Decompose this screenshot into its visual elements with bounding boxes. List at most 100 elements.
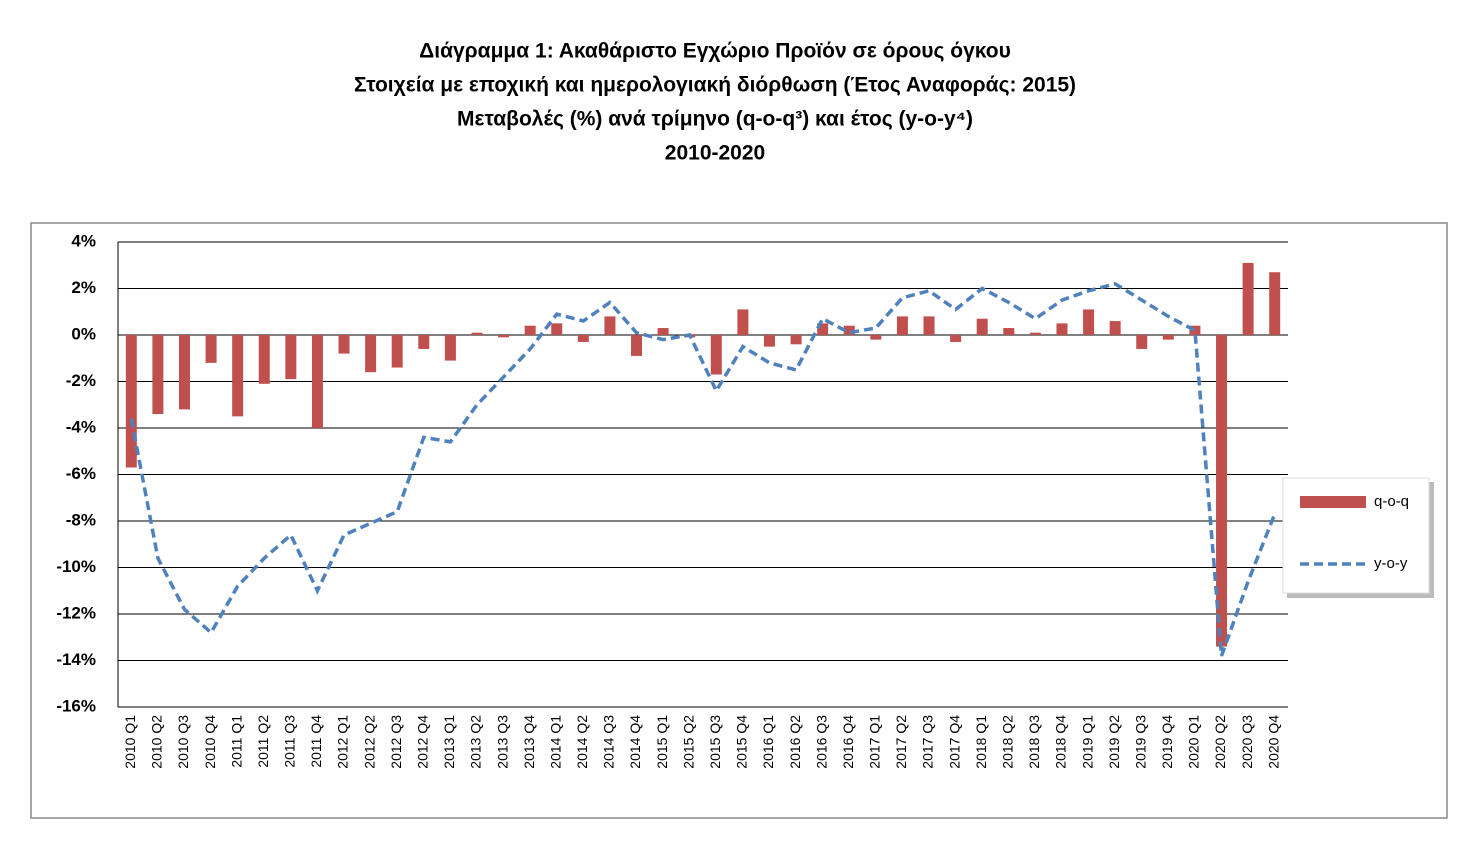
bar <box>1189 325 1201 335</box>
x-tick-label: 2017 Q4 <box>946 715 962 769</box>
bar <box>763 335 775 347</box>
y-tick-label: -10% <box>56 557 96 576</box>
bar <box>950 335 962 342</box>
x-tick-label: 2017 Q2 <box>893 715 909 769</box>
bar <box>657 328 669 335</box>
x-tick-label: 2016 Q3 <box>813 715 829 769</box>
y-tick-label: 4% <box>71 231 96 250</box>
bar <box>976 318 988 335</box>
x-tick-label: 2018 Q4 <box>1053 715 1069 769</box>
bar <box>817 323 829 335</box>
chart-title: 2010-2020 <box>665 142 765 165</box>
x-tick-label: 2019 Q4 <box>1159 715 1175 769</box>
bar <box>1162 335 1174 340</box>
bar <box>1242 262 1254 335</box>
bar <box>232 335 244 417</box>
x-tick-label: 2010 Q3 <box>175 715 191 769</box>
x-tick-label: 2015 Q1 <box>654 715 670 769</box>
x-tick-label: 2016 Q1 <box>760 715 776 769</box>
x-tick-label: 2011 Q1 <box>228 715 244 768</box>
bar <box>1056 323 1068 335</box>
bar <box>338 335 350 354</box>
bar <box>843 325 855 335</box>
bar <box>923 316 935 335</box>
chart-title: Στοιχεία με εποχική και ημερολογιακή διό… <box>354 74 1076 97</box>
x-tick-label: 2014 Q3 <box>601 715 617 769</box>
bar <box>790 335 802 345</box>
x-tick-label: 2015 Q4 <box>734 715 750 769</box>
x-tick-label: 2016 Q4 <box>840 715 856 769</box>
x-tick-label: 2019 Q3 <box>1132 715 1148 769</box>
bar <box>205 335 217 363</box>
x-tick-label: 2020 Q3 <box>1239 715 1255 769</box>
y-tick-label: 0% <box>71 324 96 343</box>
bar <box>710 335 722 375</box>
y-tick-label: -4% <box>66 417 96 436</box>
bar <box>1269 272 1281 335</box>
x-tick-label: 2015 Q2 <box>680 715 696 769</box>
y-tick-label: -2% <box>66 371 96 390</box>
x-tick-label: 2018 Q1 <box>973 715 989 769</box>
bar <box>285 335 297 380</box>
x-tick-label: 2010 Q2 <box>149 715 165 769</box>
y-tick-label: -16% <box>56 696 96 715</box>
x-tick-label: 2011 Q3 <box>282 715 298 768</box>
x-tick-label: 2014 Q4 <box>627 715 643 769</box>
bar <box>418 335 430 349</box>
y-tick-label: -14% <box>56 650 96 669</box>
bar <box>524 325 536 335</box>
bar <box>498 335 510 338</box>
x-tick-label: 2017 Q3 <box>920 715 936 769</box>
bar <box>896 316 908 335</box>
x-tick-label: 2013 Q2 <box>468 715 484 769</box>
x-tick-label: 2012 Q4 <box>414 715 430 769</box>
bar <box>444 335 456 361</box>
bar <box>1083 309 1095 335</box>
y-tick-label: -12% <box>56 603 96 622</box>
x-tick-label: 2014 Q1 <box>547 715 563 769</box>
x-tick-label: 2016 Q2 <box>787 715 803 769</box>
line <box>129 282 1277 657</box>
bar <box>737 309 749 335</box>
bar <box>391 335 403 368</box>
chart-title: Διάγραμμα 1: Ακαθάριστο Εγχώριο Προϊόν σ… <box>419 40 1011 63</box>
legend-swatch <box>1300 496 1366 508</box>
y-tick-label: -6% <box>66 464 96 483</box>
x-tick-label: 2013 Q1 <box>441 715 457 769</box>
bar <box>551 323 563 335</box>
x-tick-label: 2017 Q1 <box>867 715 883 769</box>
bar <box>631 335 643 356</box>
bar <box>365 335 377 373</box>
legend-label: y-o-y <box>1374 555 1408 572</box>
x-tick-label: 2010 Q1 <box>122 715 138 769</box>
bar <box>311 335 323 428</box>
x-tick-label: 2011 Q2 <box>255 715 271 768</box>
bar <box>258 335 270 384</box>
x-tick-label: 2019 Q1 <box>1079 715 1095 769</box>
legend-label: q-o-q <box>1374 493 1409 510</box>
x-tick-label: 2015 Q3 <box>707 715 723 769</box>
x-tick-label: 2018 Q3 <box>1026 715 1042 769</box>
x-tick-label: 2013 Q3 <box>494 715 510 769</box>
bar <box>471 332 483 335</box>
x-tick-label: 2019 Q2 <box>1106 715 1122 769</box>
bar <box>1029 332 1041 335</box>
x-tick-label: 2011 Q4 <box>308 715 324 768</box>
x-tick-label: 2010 Q4 <box>202 715 218 769</box>
x-tick-label: 2014 Q2 <box>574 715 590 769</box>
bar <box>870 335 882 340</box>
y-tick-label: 2% <box>71 278 96 297</box>
x-tick-label: 2020 Q1 <box>1186 715 1202 769</box>
x-tick-label: 2013 Q4 <box>521 715 537 769</box>
bar <box>577 335 589 342</box>
y-tick-label: -8% <box>66 510 96 529</box>
x-tick-label: 2020 Q4 <box>1265 715 1281 769</box>
bar <box>1003 328 1015 335</box>
chart-title: Μεταβολές (%) ανά τρίμηνο (q-o-q³) και έ… <box>457 108 973 131</box>
bar <box>1109 321 1121 335</box>
bar <box>1216 335 1228 647</box>
bar <box>178 335 190 410</box>
x-tick-label: 2012 Q1 <box>335 715 351 769</box>
bar <box>125 335 137 468</box>
